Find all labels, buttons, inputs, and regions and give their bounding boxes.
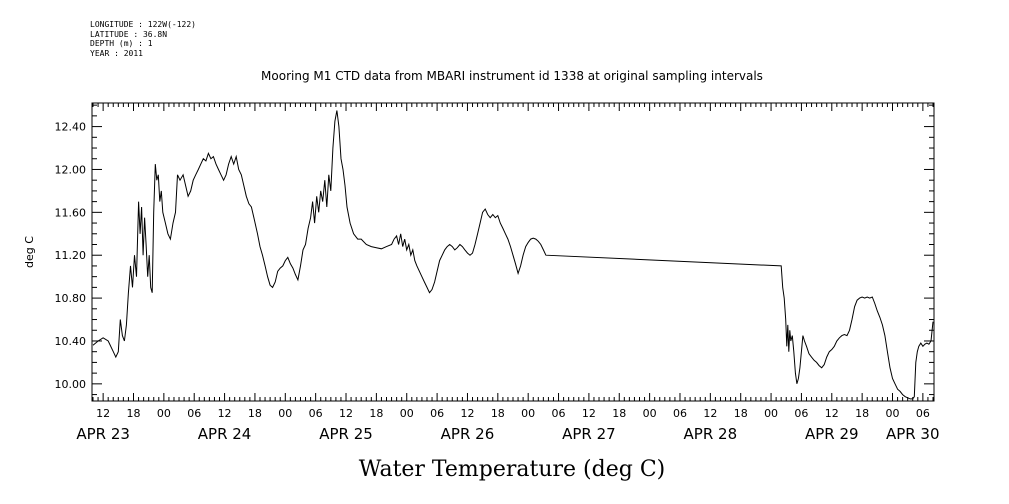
y-axis: 10.00 10.40 10.80 11.20 11.60 12.00 12.40	[55, 104, 934, 396]
x-day-label: APR 30	[886, 425, 940, 443]
x-hour-label: 06	[673, 407, 687, 420]
year-text: YEAR : 2011	[90, 48, 143, 58]
longitude-text: LONGITUDE : 122W(-122)	[90, 20, 196, 29]
x-day-label: APR 24	[198, 425, 252, 443]
plot-frame	[91, 102, 935, 402]
x-hour-label: 00	[643, 407, 657, 420]
x-day-label: APR 28	[684, 425, 738, 443]
y-tick-label: 12.40	[55, 121, 87, 134]
y-axis-label: deg C	[23, 236, 36, 268]
x-hour-label: 18	[248, 407, 262, 420]
x-hour-label: 06	[309, 407, 323, 420]
x-hour-label: 12	[460, 407, 474, 420]
x-hour-label: 00	[400, 407, 414, 420]
x-hour-label: 18	[734, 407, 748, 420]
x-hour-label: 12	[96, 407, 110, 420]
x-hour-label: 00	[521, 407, 535, 420]
x-day-label: APR 25	[319, 425, 373, 443]
x-hour-label: 06	[552, 407, 566, 420]
x-day-label: APR 23	[76, 425, 130, 443]
x-hour-label: 12	[703, 407, 717, 420]
y-tick-label: 10.40	[55, 335, 87, 348]
y-tick-label: 10.80	[55, 292, 87, 305]
x-day-label: APR 27	[562, 425, 616, 443]
x-hour-label: 00	[764, 407, 778, 420]
x-axis-label: Water Temperature (deg C)	[359, 457, 666, 482]
x-day-label: APR 29	[805, 425, 859, 443]
x-hour-label: 18	[855, 407, 869, 420]
depth-text: DEPTH (m) : 1	[90, 39, 153, 48]
x-hour-label: 12	[582, 407, 596, 420]
y-tick-label: 12.00	[55, 163, 87, 176]
x-hour-label: 06	[794, 407, 808, 420]
metadata-block: LONGITUDE : 122W(-122) LATITUDE : 36.8N …	[90, 20, 196, 58]
x-hour-label: 00	[278, 407, 292, 420]
y-tick-label: 11.20	[55, 249, 87, 262]
x-axis: 12 18 00 06 12 18 00 06 12 18 00 06 12 18 00 06 12 18 00 06…	[76, 103, 940, 443]
x-hour-label: 18	[491, 407, 505, 420]
x-hour-label: 18	[369, 407, 383, 420]
latitude-text: LATITUDE : 36.8N	[90, 29, 168, 39]
x-hour-label: 18	[612, 407, 626, 420]
x-hour-label: 12	[825, 407, 839, 420]
x-hour-label: 12	[339, 407, 353, 420]
y-tick-label: 11.60	[55, 206, 87, 219]
x-hour-label: 06	[430, 407, 444, 420]
x-hour-label: 12	[218, 407, 232, 420]
series-line	[92, 110, 934, 400]
x-hour-label: 06	[187, 407, 201, 420]
x-hour-label: 00	[157, 407, 171, 420]
y-tick-label: 10.00	[55, 378, 87, 391]
x-day-label: APR 26	[441, 425, 495, 443]
x-hour-label: 06	[916, 407, 930, 420]
x-hour-label: 00	[886, 407, 900, 420]
x-hour-label: 18	[126, 407, 140, 420]
chart-title: Mooring M1 CTD data from MBARI instrumen…	[261, 69, 763, 83]
